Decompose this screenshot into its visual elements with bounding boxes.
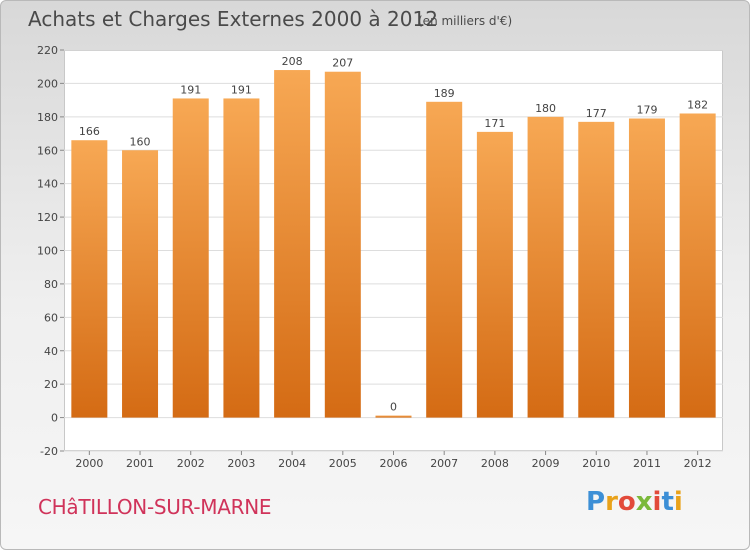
x-tick-label-2006: 2006: [380, 457, 408, 470]
x-tick-label-2011: 2011: [633, 457, 661, 470]
chart-title: Achats et Charges Externes 2000 à 2012: [28, 7, 438, 31]
y-tick-label: 180: [37, 111, 58, 124]
chart-unit-note: (en milliers d'€): [418, 14, 513, 28]
y-tick-label: 160: [37, 144, 58, 157]
x-tick-label-2002: 2002: [177, 457, 205, 470]
data-label-2004: 208: [282, 55, 303, 68]
x-tick-label-2004: 2004: [278, 457, 306, 470]
y-tick-label: 80: [44, 278, 58, 291]
bar-2011: [628, 118, 665, 418]
data-label-2007: 189: [434, 87, 455, 100]
x-tick-label-2001: 2001: [126, 457, 154, 470]
bar-2002: [172, 98, 209, 418]
bar-2004: [274, 70, 311, 418]
bar-2001: [122, 150, 159, 418]
data-label-2008: 171: [484, 117, 505, 130]
y-tick-label: 220: [37, 44, 58, 57]
x-tick-label-2003: 2003: [227, 457, 255, 470]
data-label-2009: 180: [535, 102, 556, 115]
bar-2010: [578, 121, 615, 418]
data-label-2003: 191: [231, 83, 252, 96]
y-tick-label: 100: [37, 245, 58, 258]
bar-2000: [71, 140, 108, 418]
x-tick-label-2000: 2000: [75, 457, 103, 470]
bar-2007: [426, 101, 463, 418]
y-tick-label: 20: [44, 378, 58, 391]
y-tick-label: 0: [51, 412, 58, 425]
bar-2012: [679, 113, 716, 418]
data-label-2012: 182: [687, 98, 708, 111]
y-tick-label: 140: [37, 178, 58, 191]
x-tick-label-2008: 2008: [481, 457, 509, 470]
x-tick-label-2012: 2012: [684, 457, 712, 470]
y-tick-label: 120: [37, 211, 58, 224]
bar-2003: [223, 98, 260, 418]
data-label-2002: 191: [180, 83, 201, 96]
y-tick-label: 200: [37, 77, 58, 90]
x-tick-label-2005: 2005: [329, 457, 357, 470]
bar-2009: [527, 116, 564, 418]
bar-2006: [375, 415, 412, 418]
data-label-2001: 160: [130, 135, 151, 148]
data-label-2010: 177: [586, 107, 607, 120]
x-tick-label-2007: 2007: [430, 457, 458, 470]
y-tick-label: 60: [44, 311, 58, 324]
bar-2008: [476, 131, 513, 418]
commune-name: CHâTILLON-SUR-MARNE: [38, 495, 272, 519]
proxiti-logo: Proxiti: [586, 487, 683, 517]
bar-2005: [324, 71, 361, 418]
x-tick-label-2010: 2010: [582, 457, 610, 470]
y-tick-label: -20: [40, 445, 58, 458]
data-label-2011: 179: [636, 104, 657, 117]
data-label-2005: 207: [332, 57, 353, 70]
data-label-2006: 0: [390, 401, 397, 414]
x-tick-label-2009: 2009: [532, 457, 560, 470]
y-tick-label: 40: [44, 345, 58, 358]
data-label-2000: 166: [79, 125, 100, 138]
